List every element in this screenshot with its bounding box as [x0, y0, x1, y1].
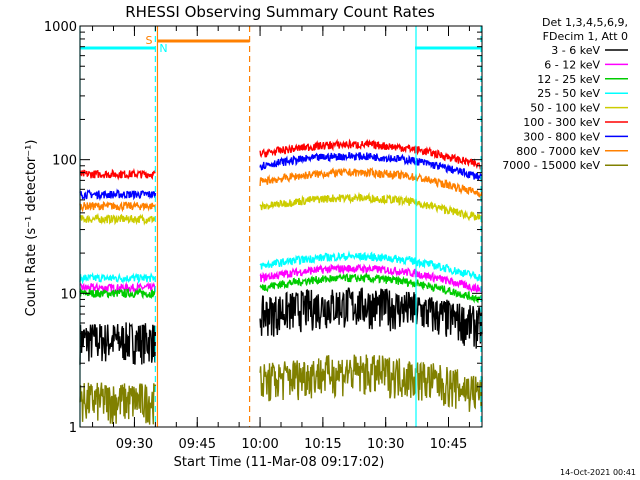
legend-label: 800 - 7000 keV — [516, 145, 600, 158]
series-line-12-25-keV-seg1 — [79, 287, 157, 300]
legend-header-2: FDecim 1, Att 0 — [543, 30, 628, 43]
legend-label: 50 - 100 keV — [530, 102, 600, 115]
y-axis-label: Count Rate (s⁻¹ detector⁻¹) — [24, 140, 39, 317]
legend-label: 6 - 12 keV — [544, 58, 600, 71]
series-line-6-12-keV-seg2 — [259, 263, 483, 293]
x-tick-label: 10:00 — [241, 437, 278, 452]
x-tick-label: 10:30 — [367, 437, 404, 452]
plot-frame — [79, 25, 483, 428]
series-line-3-6-keV-seg1 — [79, 322, 157, 365]
series-line-300-800-keV-seg1 — [79, 188, 157, 202]
series-line-800-7000-keV-seg2 — [259, 167, 483, 199]
legend: Det 1,3,4,5,6,9, FDecim 1, Att 0 3 - 6 k… — [502, 16, 628, 172]
legend-label: 12 - 25 keV — [537, 73, 600, 86]
axis-layer: 09:30 09:45 10:00 10:15 10:30 10:45 1 10 100 1000 — [44, 20, 482, 452]
x-tick-label: 10:15 — [304, 437, 341, 452]
series-line-25-50-keV-seg1 — [79, 271, 157, 285]
x-axis-label: Start Time (11-Mar-08 09:17:02) — [174, 455, 385, 470]
legend-label: 7000 - 15000 keV — [502, 159, 600, 172]
night-flag-label: N — [159, 42, 167, 55]
y-tick-label: 1000 — [44, 20, 77, 35]
flag-layer: SN — [79, 26, 482, 427]
series-line-12-25-keV-seg2 — [259, 272, 483, 304]
series-line-7000-15000-keV-seg2 — [259, 354, 483, 412]
legend-label: 300 - 800 keV — [523, 130, 600, 143]
x-tick-label: 10:45 — [430, 437, 467, 452]
series-line-300-800-keV-seg2 — [259, 151, 483, 181]
series-line-3-6-keV-seg2 — [259, 287, 483, 349]
y-tick-label: 1 — [69, 421, 77, 436]
chart-title: RHESSI Observing Summary Count Rates — [125, 3, 435, 21]
series-line-800-7000-keV-seg1 — [79, 200, 157, 213]
series-line-50-100-keV-seg1 — [79, 212, 157, 226]
y-tick-label: 100 — [52, 154, 77, 169]
series-line-100-300-keV-seg2 — [259, 138, 483, 170]
data-layer — [79, 138, 483, 425]
legend-label: 25 - 50 keV — [537, 87, 600, 100]
legend-label: 3 - 6 keV — [551, 44, 600, 57]
series-line-7000-15000-keV-seg1 — [79, 382, 157, 425]
y-tick-label: 10 — [60, 287, 77, 302]
x-tick-label: 09:30 — [116, 437, 153, 452]
x-tick-label: 09:45 — [179, 437, 216, 452]
footer-date: 14-Oct-2021 00:41 — [560, 468, 636, 477]
series-line-25-50-keV-seg2 — [259, 250, 483, 283]
legend-label: 100 - 300 keV — [523, 116, 600, 129]
series-line-50-100-keV-seg2 — [259, 191, 483, 223]
series-line-6-12-keV-seg1 — [79, 281, 156, 295]
saa-flag-label: S — [145, 34, 152, 47]
series-line-100-300-keV-seg1 — [79, 167, 156, 181]
legend-header-1: Det 1,3,4,5,6,9, — [542, 16, 628, 29]
